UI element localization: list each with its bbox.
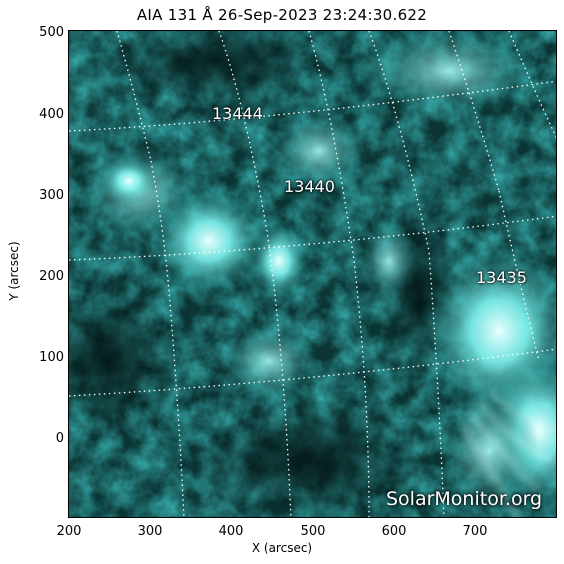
solar-image: [69, 31, 556, 517]
active-region-label: 13444: [212, 104, 263, 123]
image-title: AIA 131 Å 26-Sep-2023 23:24:30.622: [136, 6, 428, 24]
active-region-label: 13440: [284, 177, 335, 196]
y-tick-label: 400: [39, 107, 64, 122]
x-tick-label: 700: [462, 524, 488, 539]
watermark: SolarMonitor.org: [386, 488, 543, 510]
y-tick-label: 500: [39, 25, 64, 40]
active-region-label: 13435: [476, 268, 527, 287]
solar-image-panel: [68, 30, 557, 518]
x-tick-label: 300: [137, 524, 163, 539]
y-tick-label: 200: [39, 269, 64, 284]
x-tick-label: 200: [56, 524, 82, 539]
x-tick-label: 600: [381, 524, 407, 539]
heliographic-grid: [69, 31, 556, 517]
y-tick-label: 0: [55, 431, 64, 446]
x-tick-label: 400: [218, 524, 244, 539]
y-tick-label: 100: [39, 350, 64, 365]
y-tick-label: 300: [39, 188, 64, 203]
y-axis-label: Y (arcsec): [7, 241, 21, 301]
x-tick-label: 500: [300, 524, 326, 539]
x-axis-label: X (arcsec): [251, 541, 313, 555]
